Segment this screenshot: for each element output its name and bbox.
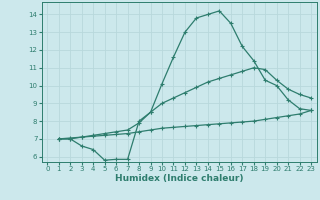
X-axis label: Humidex (Indice chaleur): Humidex (Indice chaleur): [115, 174, 244, 183]
